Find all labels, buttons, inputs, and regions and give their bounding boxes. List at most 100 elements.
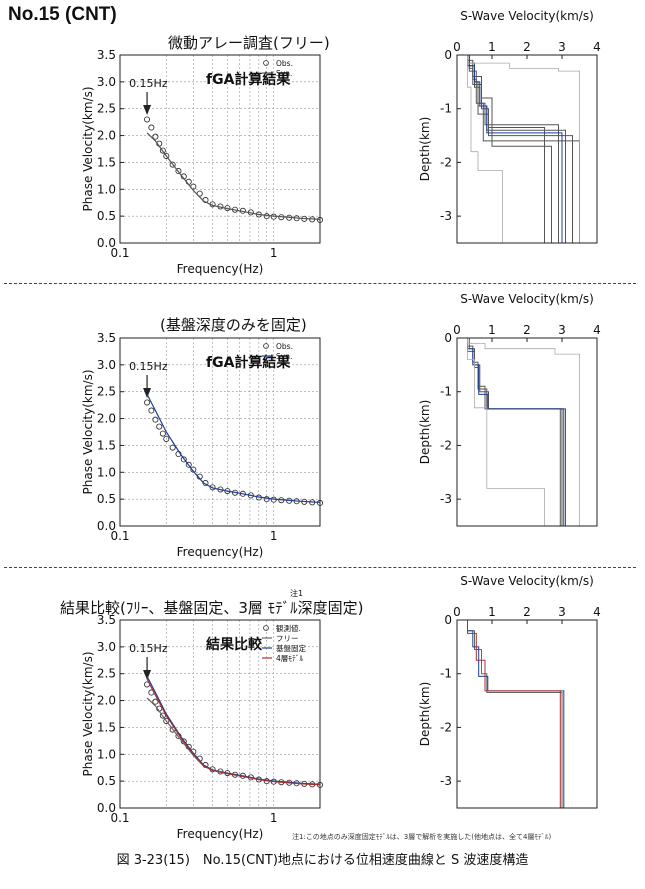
vs-profile-line (467, 338, 580, 526)
y-tick-label: 1.0 (97, 465, 116, 479)
legend-label: Obs. (276, 59, 293, 68)
data-point-obs (185, 461, 192, 468)
x-tick-label: 4 (593, 323, 601, 337)
x-axis-label: Frequency(Hz) (177, 827, 264, 841)
y-tick-label: -2 (440, 438, 452, 452)
legend-label: 観測値. (276, 623, 301, 633)
legend-label: フリー (276, 634, 299, 643)
y-tick-label: 1.0 (97, 182, 116, 196)
y-tick-label: 0.5 (97, 492, 116, 506)
data-point-obs (316, 499, 323, 506)
data-point-obs (169, 444, 176, 451)
y-tick-label: 3.5 (97, 613, 116, 627)
y-tick-label: 2.5 (97, 385, 116, 399)
y-tick-label: 3.0 (97, 640, 116, 654)
data-point-obs (144, 116, 151, 123)
legend-marker (263, 60, 269, 66)
y-tick-label: -1 (440, 385, 452, 399)
y-tick-label: 3.5 (97, 48, 116, 62)
panel-3-title-note: 注1 (290, 589, 304, 598)
x-tick-label: 3 (558, 605, 566, 619)
y-tick-label: 0 (444, 48, 452, 62)
annotation-arrow-head (143, 388, 152, 398)
vs-profile-line (468, 55, 563, 243)
vs-profile-line (467, 620, 563, 808)
series-line (146, 394, 321, 503)
legend-label: 基盤固定 (276, 643, 306, 653)
annotation-arrow-head (143, 105, 152, 115)
data-point-obs (180, 456, 187, 463)
data-point-obs (316, 216, 323, 223)
data-point-obs (148, 124, 155, 131)
x-tick-label: 1 (270, 811, 278, 825)
plot-frame (119, 337, 321, 527)
data-point-obs (159, 430, 166, 437)
panel-2-title: (基盤深度のみを固定) (160, 316, 307, 334)
vs-profile-line (467, 55, 580, 243)
data-point-obs (209, 484, 216, 491)
plot-frame (456, 337, 598, 527)
figure-caption: 図 3-23(15) No.15(CNT)地点における位相速度曲線と S 波速度… (116, 853, 529, 868)
y-tick-label: 2.5 (97, 102, 116, 116)
panel-note: fGA計算結果 (206, 354, 291, 371)
y-tick-label: 3.5 (97, 331, 116, 345)
x-axis-label: Frequency(Hz) (177, 545, 264, 559)
section-divider (4, 283, 636, 284)
y-tick-label: 0.0 (97, 236, 116, 250)
data-point-obs (148, 407, 155, 414)
annotation-arrow-head (143, 670, 152, 680)
legend-label: Syn. (276, 69, 292, 78)
panel-1-title: 微動アレー調査(フリー) (168, 34, 330, 52)
y-axis-label: Phase Velocity(km/s) (81, 86, 95, 211)
x-tick-label: 0 (453, 605, 461, 619)
y-tick-label: -3 (440, 209, 452, 223)
footnote: 注1:この地点のみ深度固定ﾓﾃﾞﾙは、3層で解析を実施した(他地点は、全て4層ﾓ… (292, 833, 552, 841)
y-tick-label: -3 (440, 774, 452, 788)
section-divider (4, 567, 636, 568)
x-tick-label: 2 (523, 605, 531, 619)
y-axis-label: Depth(km) (418, 682, 432, 747)
data-point-obs (175, 168, 182, 175)
page-title: No.15 (CNT) (8, 4, 117, 25)
y-tick-label: 3.0 (97, 358, 116, 372)
x-tick-label: 1 (270, 246, 278, 260)
data-point-obs (152, 416, 159, 423)
y-tick-label: 0.0 (97, 801, 116, 815)
chart-title: S-Wave Velocity(km/s) (460, 9, 594, 23)
y-tick-label: 1.5 (97, 720, 116, 734)
x-tick-label: 2 (523, 40, 531, 54)
plot-frame (119, 619, 321, 809)
panel-note: fGA計算結果 (206, 71, 291, 88)
data-point-obs (163, 717, 170, 724)
legend-marker (263, 343, 269, 349)
y-tick-label: 2.0 (97, 412, 116, 426)
data-point-obs (169, 161, 176, 168)
legend-label: Obs. (276, 342, 293, 351)
x-tick-label: 4 (593, 605, 601, 619)
vs-profile-line (467, 55, 503, 243)
plot-frame (119, 54, 321, 244)
x-tick-label: 1 (488, 323, 496, 337)
y-tick-label: -1 (440, 667, 452, 681)
vs-profile-line (467, 620, 565, 808)
data-point-obs (263, 496, 270, 503)
plot-frame (456, 619, 598, 809)
y-tick-label: 3.0 (97, 75, 116, 89)
x-tick-label: 0 (453, 323, 461, 337)
y-tick-label: 0 (444, 331, 452, 345)
series-line (146, 132, 321, 220)
x-tick-label: 4 (593, 40, 601, 54)
y-tick-label: 1.5 (97, 155, 116, 169)
vs-profile-line (467, 55, 552, 243)
x-tick-label: 1 (270, 529, 278, 543)
data-point-obs (159, 147, 166, 154)
x-tick-label: 0.1 (110, 246, 129, 260)
legend-label: Syn. (276, 352, 292, 361)
y-tick-label: 2.0 (97, 129, 116, 143)
series-line (146, 678, 321, 786)
x-tick-label: 0.1 (110, 811, 129, 825)
